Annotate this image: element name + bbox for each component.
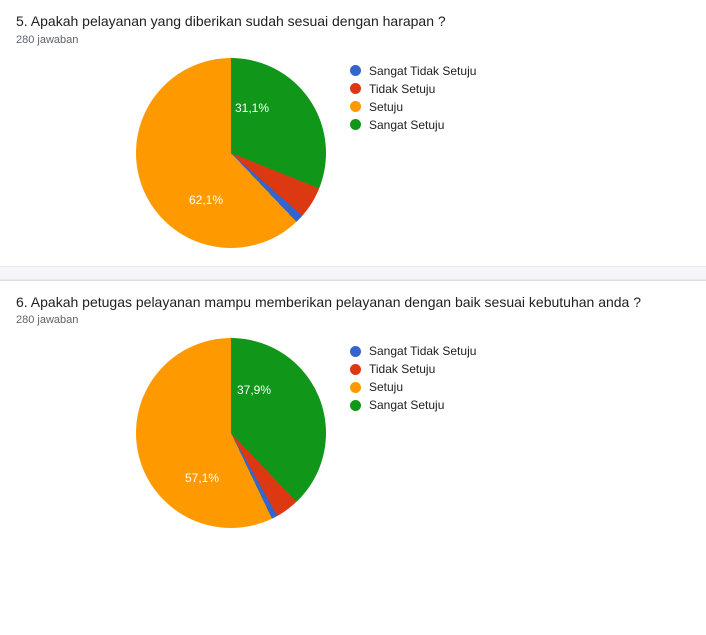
legend-label: Sangat Tidak Setuju <box>369 344 476 358</box>
swatch-icon <box>350 400 361 411</box>
legend-label: Sangat Setuju <box>369 118 444 132</box>
swatch-icon <box>350 101 361 112</box>
legend-label: Tidak Setuju <box>369 362 435 376</box>
legend-item-sangat-setuju: Sangat Setuju <box>350 118 476 132</box>
swatch-icon <box>350 346 361 357</box>
question-5-legend: Sangat Tidak Setuju Tidak Setuju Setuju … <box>350 58 476 136</box>
question-5-pie-wrap: 31,1% 62,1% <box>136 58 326 248</box>
legend-item-setuju: Setuju <box>350 100 476 114</box>
swatch-icon <box>350 382 361 393</box>
question-5-title: 5. Apakah pelayanan yang diberikan sudah… <box>16 12 690 32</box>
question-6-pie-wrap: 37,9% 57,1% <box>136 338 326 528</box>
question-6-title: 6. Apakah petugas pelayanan mampu member… <box>16 293 690 313</box>
legend-item-tidak-setuju: Tidak Setuju <box>350 82 476 96</box>
pie-slice-label: 57,1% <box>185 471 219 485</box>
swatch-icon <box>350 65 361 76</box>
question-5-pie <box>136 58 326 248</box>
question-5-responses: 280 jawaban <box>16 34 690 46</box>
question-6-responses: 280 jawaban <box>16 314 690 326</box>
legend-label: Sangat Setuju <box>369 398 444 412</box>
legend-item-sangat-setuju: Sangat Setuju <box>350 398 476 412</box>
question-6-pie <box>136 338 326 528</box>
legend-item-setuju: Setuju <box>350 380 476 394</box>
legend-label: Setuju <box>369 380 403 394</box>
legend-label: Sangat Tidak Setuju <box>369 64 476 78</box>
pie-slice-label: 31,1% <box>235 101 269 115</box>
question-5-card: 5. Apakah pelayanan yang diberikan sudah… <box>0 0 706 266</box>
swatch-icon <box>350 364 361 375</box>
question-6-card: 6. Apakah petugas pelayanan mampu member… <box>0 280 706 547</box>
question-6-chart-row: 37,9% 57,1% Sangat Tidak Setuju Tidak Set… <box>16 338 690 528</box>
card-separator <box>0 266 706 280</box>
pie-slice-label: 37,9% <box>237 383 271 397</box>
legend-label: Tidak Setuju <box>369 82 435 96</box>
pie-slice-label: 62,1% <box>189 193 223 207</box>
question-6-legend: Sangat Tidak Setuju Tidak Setuju Setuju … <box>350 338 476 416</box>
swatch-icon <box>350 83 361 94</box>
swatch-icon <box>350 119 361 130</box>
legend-item-sangat-tidak-setuju: Sangat Tidak Setuju <box>350 64 476 78</box>
legend-item-tidak-setuju: Tidak Setuju <box>350 362 476 376</box>
legend-label: Setuju <box>369 100 403 114</box>
question-5-chart-row: 31,1% 62,1% Sangat Tidak Setuju Tidak Set… <box>16 58 690 248</box>
legend-item-sangat-tidak-setuju: Sangat Tidak Setuju <box>350 344 476 358</box>
